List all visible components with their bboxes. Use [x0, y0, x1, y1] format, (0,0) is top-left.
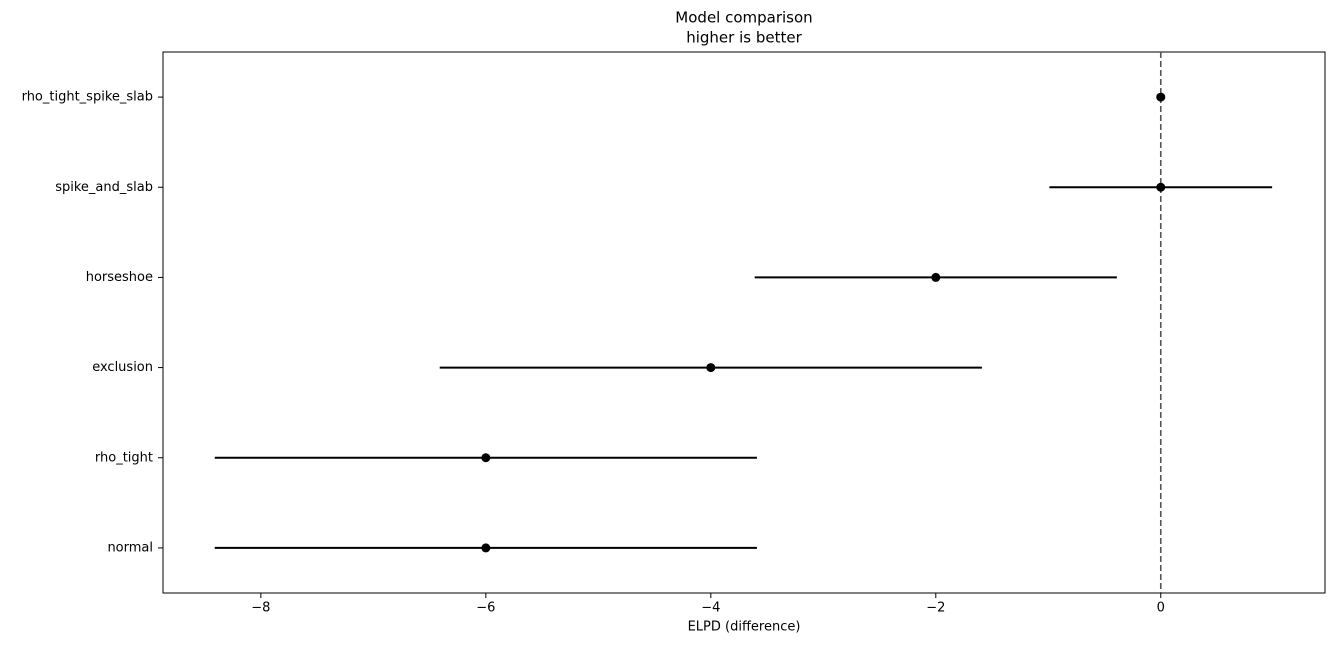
point	[481, 543, 491, 553]
chart-title: Model comparison	[675, 9, 812, 27]
point	[706, 363, 716, 373]
plot-frame	[162, 51, 1326, 594]
chart-subtitle: higher is better	[686, 29, 802, 47]
y-tick-label: normal	[107, 540, 153, 555]
x-tick-label: 0	[1157, 601, 1165, 616]
y-tick-label: exclusion	[92, 360, 153, 375]
y-tick-label: horseshoe	[86, 270, 153, 285]
y-tick-label: rho_tight_spike_slab	[22, 90, 153, 105]
x-tick-label: −6	[476, 601, 495, 616]
x-tick-label: −8	[251, 601, 270, 616]
point	[1156, 92, 1166, 102]
x-tick-label: −4	[701, 601, 720, 616]
point	[481, 453, 491, 463]
point	[1156, 182, 1166, 192]
y-tick-label: spike_and_slab	[55, 180, 153, 195]
x-axis-label: ELPD (difference)	[688, 620, 801, 635]
x-tick-label: −2	[926, 601, 945, 616]
point	[931, 272, 941, 282]
y-tick-label: rho_tight	[95, 450, 153, 465]
